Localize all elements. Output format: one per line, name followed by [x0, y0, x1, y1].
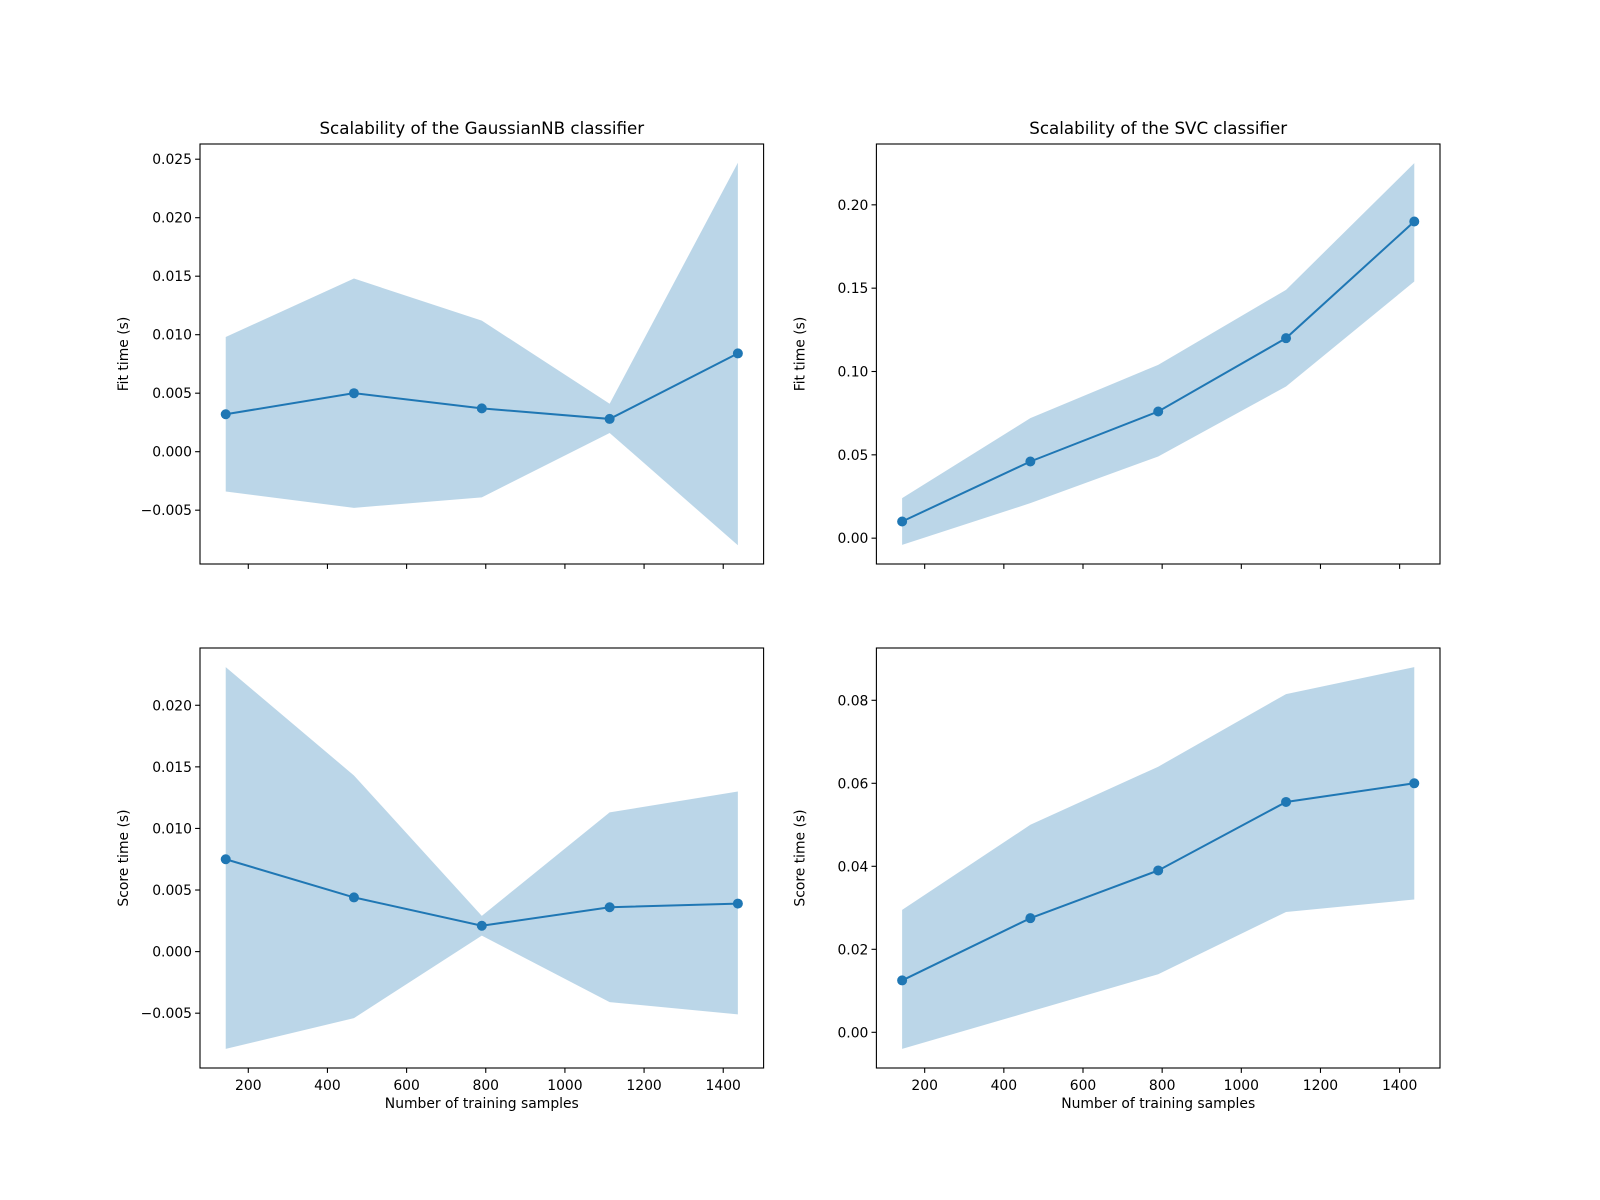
data-point — [348, 388, 359, 399]
y-tick-label: 0.04 — [837, 859, 868, 875]
x-tick-label: 1400 — [706, 1078, 741, 1094]
y-tick-label: 0.010 — [152, 328, 192, 344]
axes-frame — [875, 647, 1441, 1069]
y-tick-label: 0.08 — [837, 693, 868, 709]
y-tick-label: 0.15 — [837, 281, 868, 297]
y-tick-label: 0.015 — [152, 760, 192, 776]
subplot-title: Scalability of the SVC classifier — [1029, 118, 1287, 138]
y-tick-label: 0.02 — [837, 942, 868, 958]
subplot-0: −0.005 0.000 0.005 0.010 0.015 0.020 0.025 Scal… — [116, 118, 765, 569]
y-tick-label: 0.020 — [152, 211, 192, 227]
x-tick-label: 200 — [911, 1078, 938, 1094]
data-point — [1281, 796, 1292, 807]
data-point — [1025, 913, 1036, 924]
std-band — [225, 667, 738, 1049]
data-point — [476, 403, 487, 414]
x-tick-label: 1200 — [1303, 1078, 1338, 1094]
y-tick-label: 0.025 — [152, 152, 192, 168]
y-axis-label: Score time (s) — [116, 809, 132, 906]
y-tick-label: 0.10 — [837, 365, 868, 381]
data-point — [732, 898, 743, 909]
std-band — [902, 163, 1415, 545]
data-point — [732, 348, 743, 359]
subplot-title: Scalability of the GaussianNB classifier — [319, 118, 644, 138]
y-tick-label: 0.00 — [837, 531, 868, 547]
x-axis-label: Number of training samples — [1061, 1096, 1255, 1112]
y-tick-label: 0.005 — [152, 386, 192, 402]
data-point — [604, 413, 615, 424]
x-tick-label: 800 — [1149, 1078, 1176, 1094]
data-point — [220, 409, 231, 420]
data-point — [1153, 865, 1164, 876]
x-tick-label: 400 — [991, 1078, 1018, 1094]
y-axis-label: Score time (s) — [792, 809, 808, 906]
subplot-3: 200 400 600 800 1000 1200 1400 0.00 0.02 0.04 0.06… — [792, 647, 1441, 1112]
y-tick-label: 0.005 — [152, 883, 192, 899]
y-tick-label: 0.015 — [152, 269, 192, 285]
data-point — [220, 854, 231, 865]
x-tick-label: 1000 — [547, 1078, 582, 1094]
subplot-1: 0.00 0.05 0.10 0.15 0.20 Scalability of the S… — [792, 118, 1441, 569]
data-point — [1153, 406, 1164, 417]
y-tick-label: 0.020 — [152, 698, 192, 714]
data-point — [604, 902, 615, 913]
y-tick-label: −0.005 — [141, 503, 192, 519]
y-axis-label: Fit time (s) — [792, 317, 808, 392]
data-point — [348, 892, 359, 903]
data-point — [476, 920, 487, 931]
y-tick-label: 0.00 — [837, 1025, 868, 1041]
axes-frame — [199, 143, 765, 565]
data-point — [1025, 456, 1036, 467]
x-tick-label: 600 — [393, 1078, 420, 1094]
axes-frame — [199, 647, 765, 1069]
y-tick-label: 0.000 — [152, 945, 192, 961]
data-point — [1281, 333, 1292, 344]
x-tick-label: 400 — [314, 1078, 341, 1094]
std-band — [225, 162, 738, 546]
y-axis-label: Fit time (s) — [116, 317, 132, 392]
y-tick-label: 0.000 — [152, 445, 192, 461]
subplot-2: 200 400 600 800 1000 1200 1400 −0.005 0.000 0.005… — [116, 647, 765, 1112]
y-tick-label: −0.005 — [141, 1006, 192, 1022]
data-point — [897, 975, 908, 986]
x-tick-label: 1400 — [1382, 1078, 1417, 1094]
x-tick-label: 200 — [235, 1078, 262, 1094]
data-point — [1409, 778, 1420, 789]
y-tick-label: 0.06 — [837, 776, 868, 792]
std-band — [902, 667, 1415, 1049]
x-axis-label: Number of training samples — [385, 1096, 579, 1112]
axes-frame — [875, 143, 1441, 565]
x-tick-label: 600 — [1070, 1078, 1097, 1094]
data-point — [897, 516, 908, 527]
data-point — [1409, 216, 1420, 227]
y-tick-label: 0.010 — [152, 821, 192, 837]
x-tick-label: 800 — [473, 1078, 500, 1094]
y-tick-label: 0.05 — [837, 448, 868, 464]
y-tick-label: 0.20 — [837, 198, 868, 214]
x-tick-label: 1200 — [626, 1078, 661, 1094]
x-tick-label: 1000 — [1224, 1078, 1259, 1094]
